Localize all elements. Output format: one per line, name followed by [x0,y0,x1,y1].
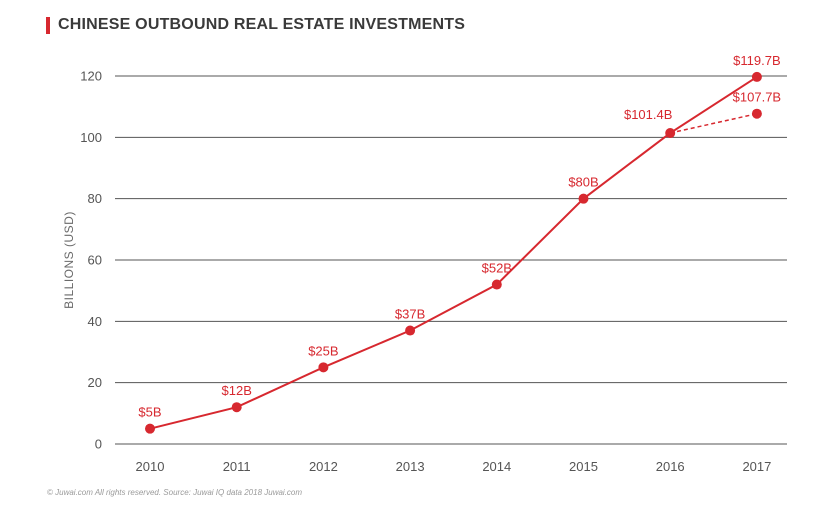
series-line-dashed [670,112,758,134]
data-label: $25B [308,343,338,358]
data-label: $107.7B [733,90,781,105]
x-tick-label: 2010 [136,459,165,474]
data-point [578,193,589,204]
y-axis-label: BILLIONS (USD) [62,211,76,309]
data-label: $52B [482,261,512,276]
x-tick-label: 2013 [396,459,425,474]
y-tick-label: 100 [80,130,102,145]
y-tick-label: 60 [88,253,102,268]
y-tick-label: 0 [95,437,102,452]
data-label: $12B [222,383,252,398]
x-tick-label: 2014 [482,459,511,474]
data-label: $5B [138,405,161,420]
data-point [145,423,155,434]
data-point [665,128,676,139]
data-label: $37B [395,307,425,322]
chart-title-text: CHINESE OUTBOUND REAL ESTATE INVESTMENTS [58,16,466,33]
data-point [491,279,502,290]
x-tick-label: 2016 [656,459,685,474]
data-label: $101.4B [624,107,672,122]
chart-title: CHINESE OUTBOUND REAL ESTATE INVESTMENTS [46,14,465,36]
series-line [149,76,758,430]
x-tick-label: 2017 [742,459,771,474]
data-point [751,108,762,119]
title-accent-bar [46,16,50,34]
y-tick-label: 20 [88,375,102,390]
data-point [231,402,242,413]
y-tick-label: 40 [88,314,102,329]
footer-credit: © Juwai.com All rights reserved. Source:… [47,488,303,497]
y-tick-label: 80 [88,191,102,206]
data-point [318,362,329,373]
data-point [405,325,416,336]
x-tick-label: 2012 [309,459,338,474]
y-tick-label: 120 [80,69,102,84]
x-tick-label: 2015 [569,459,598,474]
data-label: $80B [568,175,598,190]
x-tick-label: 2011 [223,459,251,474]
data-point [751,71,762,82]
data-label: $119.7B [733,53,780,68]
